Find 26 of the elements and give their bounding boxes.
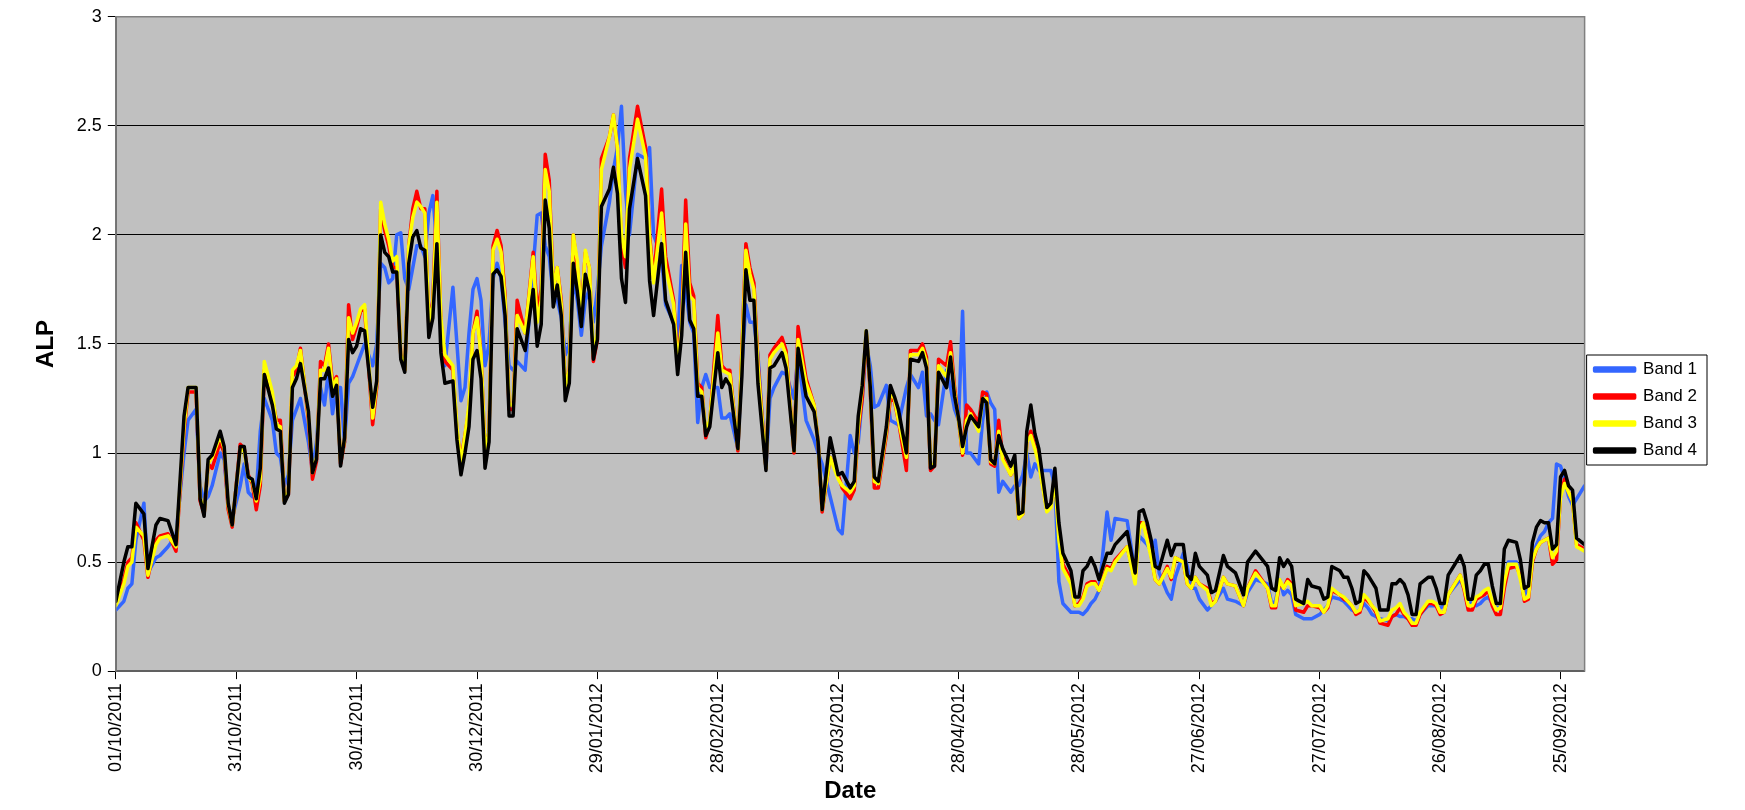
y-tick-label: 2.5	[76, 114, 102, 135]
x-tick-label: 25/09/2012	[1549, 683, 1570, 774]
y-tick-label: 1.5	[76, 332, 102, 353]
y-tick-label: 3	[91, 5, 102, 26]
legend-label: Band 4	[1643, 440, 1698, 460]
x-tick-label: 28/05/2012	[1067, 683, 1088, 774]
legend-label: Band 1	[1643, 359, 1698, 379]
x-axis-title: Date	[824, 776, 877, 804]
x-tick-label: 01/10/2011	[104, 683, 125, 772]
legend-label: Band 3	[1643, 413, 1698, 433]
x-tick-label: 26/08/2012	[1429, 683, 1450, 774]
y-tick-label: 0	[91, 660, 102, 681]
y-tick-label: 1	[91, 441, 102, 462]
y-axis-title: ALP	[31, 319, 59, 368]
x-tick-label: 27/07/2012	[1308, 683, 1329, 774]
x-tick-label: 29/01/2012	[586, 683, 607, 774]
x-tick-label: 29/03/2012	[827, 683, 848, 774]
x-tick-label: 27/06/2012	[1188, 683, 1209, 774]
x-tick-label: 28/04/2012	[947, 683, 968, 774]
x-tick-label: 28/02/2012	[706, 683, 727, 774]
y-tick-label: 2	[91, 223, 102, 244]
x-tick-label: 30/11/2011	[345, 683, 366, 771]
x-tick-label: 30/12/2011	[465, 683, 486, 772]
y-tick-label: 0.5	[76, 551, 102, 572]
legend-label: Band 2	[1643, 386, 1698, 406]
x-tick-label: 31/10/2011	[225, 683, 246, 772]
